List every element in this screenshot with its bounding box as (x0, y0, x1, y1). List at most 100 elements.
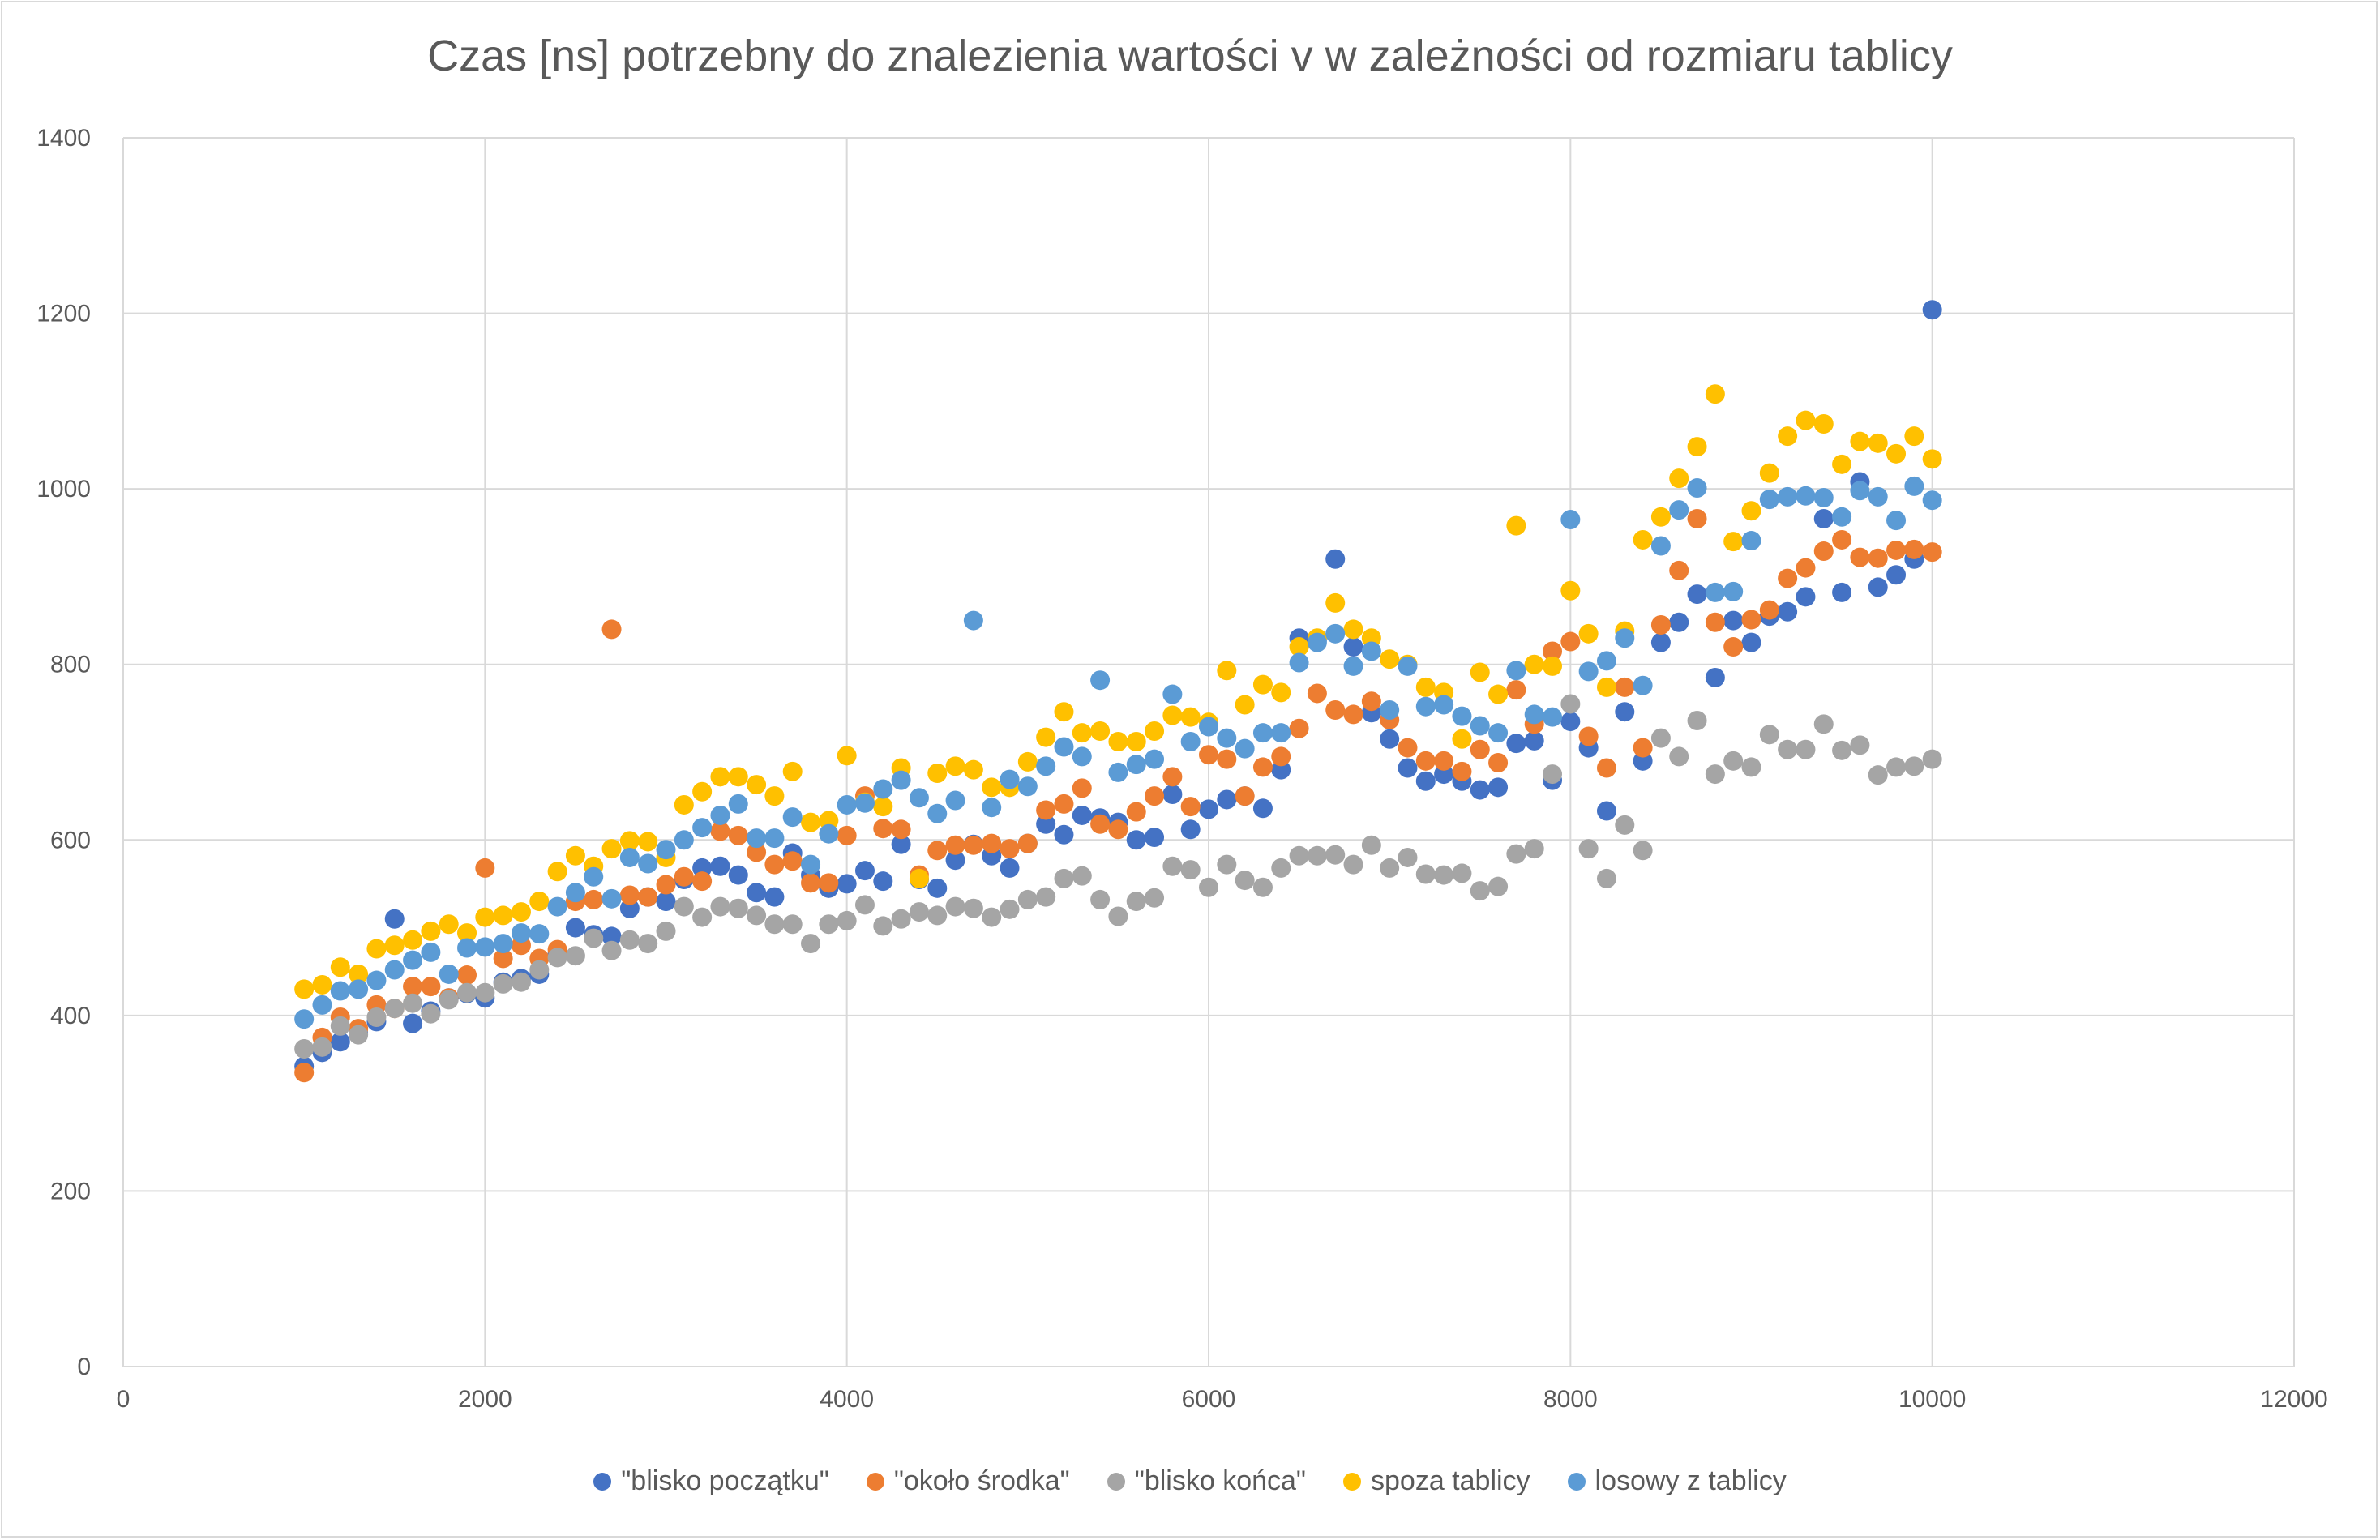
data-point (601, 839, 622, 859)
data-point (674, 794, 694, 815)
data-point (982, 777, 1002, 798)
data-point (330, 1016, 350, 1036)
data-point (801, 854, 821, 875)
data-point (1904, 539, 1924, 559)
data-point (1904, 426, 1924, 447)
data-point (1813, 508, 1834, 528)
data-point (312, 995, 332, 1015)
data-point (1434, 695, 1454, 715)
data-point (1650, 536, 1671, 556)
data-point (1488, 752, 1509, 772)
data-point (1669, 560, 1689, 580)
x-tick-label: 8000 (1543, 1386, 1598, 1413)
data-point (1470, 780, 1490, 800)
data-point (1578, 839, 1599, 859)
data-point (601, 619, 622, 640)
data-point (1669, 468, 1689, 489)
data-point (457, 965, 477, 986)
data-point (1723, 581, 1744, 601)
data-point (619, 885, 640, 905)
data-point (1271, 858, 1291, 878)
data-point (1217, 854, 1237, 875)
data-point (403, 930, 423, 950)
data-point (403, 977, 423, 997)
data-point (1199, 799, 1218, 819)
data-point (384, 999, 405, 1019)
data-point (1090, 889, 1111, 909)
data-point (1560, 631, 1581, 652)
data-point (728, 767, 748, 787)
legend-item: "blisko końca" (1107, 1465, 1306, 1497)
data-point (1705, 384, 1725, 404)
data-point (1252, 723, 1273, 743)
data-point (403, 993, 423, 1013)
y-tick-label: 1200 (36, 301, 91, 327)
data-point (656, 875, 676, 895)
data-point (1307, 845, 1327, 866)
data-point (565, 918, 585, 938)
data-point (982, 907, 1002, 927)
data-point (1470, 881, 1490, 901)
data-point (854, 895, 875, 915)
data-point (945, 850, 965, 871)
data-point (584, 866, 604, 887)
data-point (1615, 815, 1635, 835)
data-point (493, 948, 513, 969)
data-point (873, 916, 893, 936)
data-point (1162, 856, 1183, 876)
data-point (764, 786, 785, 806)
data-point (294, 979, 315, 999)
data-point (1741, 531, 1761, 551)
data-point (1307, 683, 1327, 704)
data-point (1488, 777, 1509, 798)
data-point (1687, 508, 1707, 528)
data-point (891, 909, 911, 929)
data-point (403, 950, 423, 970)
data-point (529, 960, 550, 980)
data-point (837, 746, 857, 766)
data-point (891, 834, 911, 854)
data-point (1578, 726, 1599, 746)
data-point (1741, 632, 1761, 652)
data-point (1199, 745, 1218, 765)
data-point (1180, 707, 1201, 727)
data-point (1596, 651, 1616, 671)
data-point (692, 871, 713, 892)
data-point (945, 790, 965, 811)
data-point (1108, 906, 1128, 926)
data-point (565, 883, 585, 903)
data-point (1705, 764, 1725, 785)
data-point (1145, 888, 1165, 908)
data-point (873, 797, 893, 817)
data-point (945, 896, 965, 917)
data-point (1017, 776, 1038, 797)
data-point (1145, 786, 1165, 806)
data-point (782, 807, 803, 828)
data-point (601, 888, 622, 909)
data-point (1036, 727, 1056, 747)
data-point (963, 610, 983, 631)
data-point (349, 1025, 369, 1045)
data-point (1633, 841, 1653, 861)
data-point (747, 828, 767, 849)
data-point (1162, 767, 1183, 787)
data-point (1162, 684, 1183, 704)
data-point (1470, 662, 1490, 682)
data-point (1778, 426, 1798, 447)
data-point (1687, 584, 1707, 605)
series-2 (294, 694, 1942, 1059)
data-point (1180, 797, 1201, 817)
data-point (1398, 847, 1418, 867)
data-point (1543, 707, 1563, 727)
data-point (1235, 738, 1255, 759)
data-point (909, 902, 929, 922)
data-point (1054, 794, 1074, 814)
data-point (782, 851, 803, 871)
data-point (1633, 738, 1653, 758)
data-point (1361, 641, 1381, 661)
data-point (1434, 865, 1454, 885)
data-point (656, 892, 676, 912)
data-point (1000, 899, 1020, 919)
data-point (837, 910, 857, 930)
